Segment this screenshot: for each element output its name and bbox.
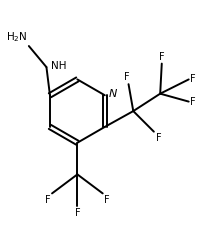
Text: F: F (159, 52, 165, 62)
Text: H$_2$N: H$_2$N (6, 30, 27, 44)
Text: F: F (191, 97, 196, 107)
Text: F: F (45, 195, 50, 205)
Text: F: F (74, 208, 80, 218)
Text: F: F (191, 74, 196, 84)
Text: NH: NH (51, 61, 66, 71)
Text: F: F (124, 72, 130, 82)
Text: N: N (109, 89, 118, 99)
Text: F: F (104, 195, 110, 205)
Text: F: F (156, 134, 161, 144)
